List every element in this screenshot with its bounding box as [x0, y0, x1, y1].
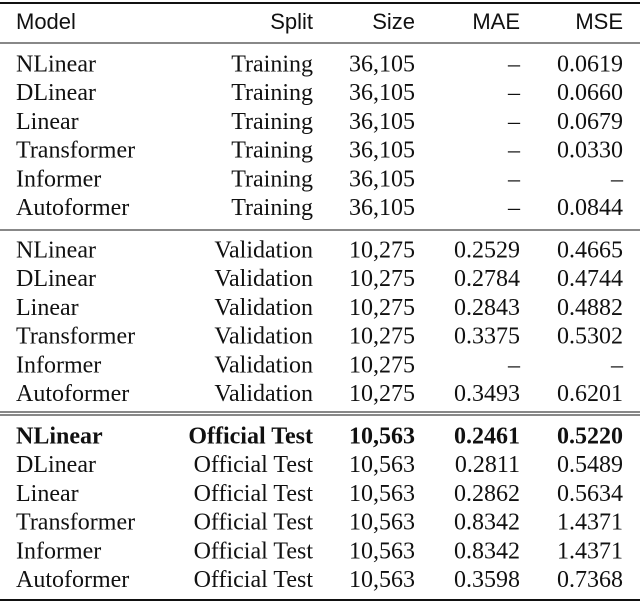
- header-cell: Split: [270, 9, 313, 34]
- cell: 36,105: [349, 52, 415, 78]
- cell: –: [610, 352, 624, 378]
- cell: 0.5302: [557, 324, 623, 350]
- cell: Informer: [16, 352, 101, 378]
- cell: 0.0619: [557, 52, 623, 78]
- cell: Training: [231, 80, 313, 106]
- cell: 36,105: [349, 195, 415, 221]
- cell: Training: [231, 52, 313, 78]
- cell: Autoformer: [16, 567, 129, 593]
- cell: 0.4882: [557, 295, 623, 321]
- header-cell: Size: [372, 9, 415, 34]
- cell: 0.3375: [454, 324, 520, 350]
- cell: 0.0844: [557, 195, 623, 221]
- cell: –: [507, 352, 521, 378]
- header-cell: Model: [16, 9, 76, 34]
- cell: Linear: [16, 109, 79, 135]
- cell: 10,275: [349, 238, 415, 264]
- cell: Transformer: [16, 510, 135, 536]
- cell: 10,275: [349, 381, 415, 407]
- cell: 0.2862: [454, 481, 520, 507]
- cell: 36,105: [349, 109, 415, 135]
- cell: –: [507, 166, 521, 192]
- cell: NLinear: [16, 424, 103, 450]
- cell: 36,105: [349, 80, 415, 106]
- cell: Validation: [214, 238, 313, 264]
- cell: 0.8342: [454, 538, 520, 564]
- cell: 0.4744: [557, 266, 623, 292]
- cell: Validation: [214, 381, 313, 407]
- cell: 10,275: [349, 295, 415, 321]
- cell: NLinear: [16, 238, 96, 264]
- cell: 10,563: [349, 481, 415, 507]
- cell: DLinear: [16, 452, 96, 478]
- cell: 10,563: [349, 538, 415, 564]
- cell: –: [507, 109, 521, 135]
- cell: 0.5489: [557, 452, 623, 478]
- cell: 0.2811: [455, 452, 520, 478]
- cell: 0.7368: [557, 567, 623, 593]
- cell: 0.3598: [454, 567, 520, 593]
- cell: –: [507, 195, 521, 221]
- cell: 0.2461: [454, 424, 520, 450]
- cell: 10,275: [349, 324, 415, 350]
- cell: 0.0660: [557, 80, 623, 106]
- cell: Informer: [16, 166, 101, 192]
- cell: Transformer: [16, 138, 135, 164]
- cell: 0.2843: [454, 295, 520, 321]
- cell: 36,105: [349, 166, 415, 192]
- cell: Training: [231, 109, 313, 135]
- cell: Autoformer: [16, 381, 129, 407]
- cell: 0.6201: [557, 381, 623, 407]
- cell: 0.0679: [557, 109, 623, 135]
- cell: –: [507, 138, 521, 164]
- cell: –: [610, 166, 624, 192]
- cell: Transformer: [16, 324, 135, 350]
- cell: 10,275: [349, 352, 415, 378]
- cell: Validation: [214, 295, 313, 321]
- cell: Training: [231, 195, 313, 221]
- cell: Autoformer: [16, 195, 129, 221]
- cell: 0.2784: [454, 266, 520, 292]
- cell: Validation: [214, 324, 313, 350]
- cell: Official Test: [194, 481, 314, 507]
- cell: 10,563: [349, 424, 415, 450]
- cell: 10,563: [349, 510, 415, 536]
- cell: Official Test: [194, 567, 314, 593]
- cell: Training: [231, 138, 313, 164]
- cell: Official Test: [194, 510, 314, 536]
- cell: Official Test: [188, 424, 313, 450]
- cell: Official Test: [194, 452, 314, 478]
- cell: 1.4371: [557, 538, 623, 564]
- cell: Validation: [214, 352, 313, 378]
- cell: 0.5220: [557, 424, 623, 450]
- cell: 1.4371: [557, 510, 623, 536]
- cell: NLinear: [16, 52, 96, 78]
- cell: 0.4665: [557, 238, 623, 264]
- cell: –: [507, 52, 521, 78]
- header-cell: MAE: [472, 9, 520, 34]
- cell: Training: [231, 166, 313, 192]
- cell: 0.8342: [454, 510, 520, 536]
- cell: 0.5634: [557, 481, 623, 507]
- header-cell: MSE: [575, 9, 623, 34]
- cell: –: [507, 80, 521, 106]
- cell: Official Test: [194, 538, 314, 564]
- cell: Linear: [16, 295, 79, 321]
- cell: DLinear: [16, 266, 96, 292]
- cell: 36,105: [349, 138, 415, 164]
- cell: 0.3493: [454, 381, 520, 407]
- cell: 0.0330: [557, 138, 623, 164]
- cell: Validation: [214, 266, 313, 292]
- cell: Informer: [16, 538, 101, 564]
- cell: 0.2529: [454, 238, 520, 264]
- cell: 10,563: [349, 452, 415, 478]
- cell: Linear: [16, 481, 79, 507]
- cell: 10,275: [349, 266, 415, 292]
- cell: 10,563: [349, 567, 415, 593]
- cell: DLinear: [16, 80, 96, 106]
